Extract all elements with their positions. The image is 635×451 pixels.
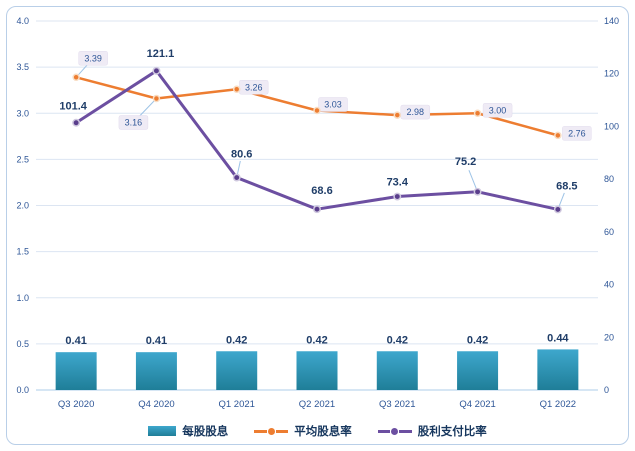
payout-ratio-data-label: 80.6: [231, 149, 252, 161]
category-label: Q1 2021: [218, 399, 254, 410]
bar: [537, 349, 579, 390]
avg-yield-data-label: 2.76: [568, 128, 586, 138]
category-label: Q3 2020: [58, 399, 94, 410]
avg-yield-data-label: 3.16: [125, 117, 143, 127]
right-axis-tick-label: 80: [604, 174, 614, 184]
category-label: Q1 2022: [540, 399, 576, 410]
data-label-box: [482, 103, 513, 118]
chart-legend: 每股股息 平均股息率 股利支付比率: [0, 423, 635, 439]
category-label: Q2 2021: [299, 399, 335, 410]
payout-ratio-data-label: 68.5: [556, 180, 577, 192]
purple-line-marker: [553, 205, 562, 214]
orange-line-marker: [313, 106, 321, 115]
left-axis-tick-label: 3.5: [16, 62, 29, 72]
payout-ratio-data-label: 68.6: [311, 185, 332, 197]
bar: [296, 351, 338, 390]
left-axis-tick-label: 0.0: [16, 385, 29, 395]
orange-line-marker: [473, 109, 482, 117]
payout-ratio-data-label: 73.4: [387, 177, 409, 189]
left-axis-tick-label: 2.0: [16, 201, 29, 211]
orange-line-swatch: [254, 427, 289, 435]
right-axis-tick-label: 40: [604, 280, 614, 290]
legend-label-dividend-per-share: 每股股息: [182, 426, 229, 438]
bar: [55, 352, 97, 390]
data-label-box: [318, 97, 348, 112]
left-axis-tick-label: 4.0: [16, 16, 29, 26]
avg-yield-data-label: 3.03: [324, 99, 342, 109]
bar-value-label: 0.41: [65, 335, 86, 347]
line-swatch-dot: [267, 427, 275, 435]
bar: [457, 351, 499, 390]
orange-line-marker: [232, 85, 241, 94]
legend-item-dividend-per-share: 每股股息: [148, 423, 228, 439]
purple-line-marker: [393, 192, 402, 201]
bar: [216, 351, 258, 390]
line-swatch-segment: [275, 429, 289, 433]
legend-item-payout-ratio: 股利支付比率: [377, 423, 487, 439]
left-axis-tick-label: 2.5: [16, 154, 29, 164]
left-axis-tick-label: 1.0: [16, 293, 29, 303]
data-label-box: [78, 51, 108, 66]
bar-series-swatch: [148, 426, 177, 436]
avg-yield-data-label: 3.26: [245, 82, 263, 92]
payout-ratio-data-label: 75.2: [455, 156, 476, 168]
legend-label-payout-ratio: 股利支付比率: [417, 426, 487, 438]
bar: [135, 352, 177, 390]
category-label: Q4 2020: [138, 399, 174, 410]
right-axis-tick-label: 100: [604, 121, 619, 131]
line-swatch-segment: [254, 429, 267, 433]
purple-line-marker: [313, 205, 321, 214]
orange-line-marker: [152, 94, 161, 103]
payout-ratio-data-label: 101.4: [59, 101, 87, 113]
avg-yield-data-label: 3.39: [84, 53, 102, 63]
data-label-box: [400, 104, 431, 120]
left-axis-tick-label: 0.5: [16, 339, 29, 349]
orange-line-marker: [554, 131, 562, 140]
left-axis-tick-label: 3.0: [16, 108, 29, 118]
orange-line-marker: [393, 111, 402, 119]
data-label-box: [562, 126, 592, 141]
purple-line-marker: [152, 66, 161, 75]
category-label: Q4 2021: [459, 399, 495, 410]
legend-label-average-dividend-yield: 平均股息率: [294, 426, 352, 438]
right-axis-tick-label: 60: [604, 227, 614, 237]
purple-line-marker: [72, 118, 81, 127]
bar-value-label: 0.42: [467, 334, 488, 346]
bar: [376, 351, 418, 390]
right-axis-tick-label: 20: [604, 332, 614, 342]
line-swatch-segment: [399, 429, 412, 433]
orange-line-marker: [72, 73, 80, 82]
category-label: Q3 2021: [379, 399, 415, 410]
payout-ratio-data-label: 121.1: [147, 48, 175, 60]
bar-value-label: 0.42: [306, 334, 327, 346]
bar-value-label: 0.41: [146, 335, 167, 347]
bar-value-label: 0.42: [226, 334, 247, 346]
legend-item-average-dividend-yield: 平均股息率: [254, 423, 352, 439]
left-axis-tick-label: 1.5: [16, 247, 29, 257]
purple-line-swatch: [377, 427, 412, 435]
bar-value-label: 0.42: [387, 334, 408, 346]
right-axis-tick-label: 0: [604, 385, 609, 395]
line-swatch-segment: [377, 429, 391, 433]
avg-yield-data-label: 2.98: [407, 107, 425, 117]
right-axis-tick-label: 140: [604, 16, 619, 26]
bar-value-label: 0.44: [547, 332, 569, 344]
purple-line-marker: [473, 187, 482, 196]
line-swatch-dot: [391, 427, 399, 435]
right-axis-tick-label: 120: [604, 69, 619, 79]
data-label-box: [118, 115, 149, 130]
purple-line-marker: [232, 173, 241, 182]
avg-yield-data-label: 3.00: [489, 105, 507, 115]
